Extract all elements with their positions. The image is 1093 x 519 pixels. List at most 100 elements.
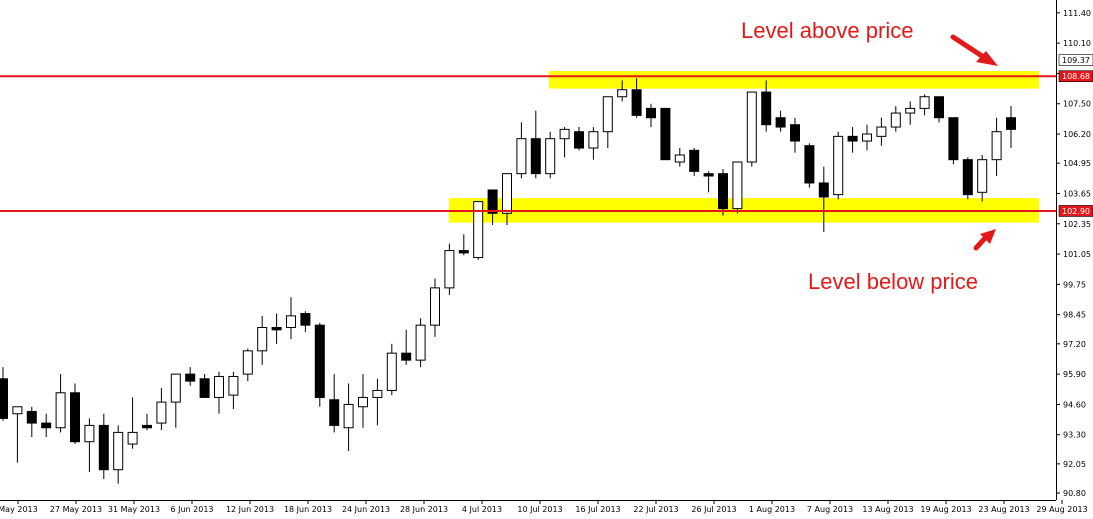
candle <box>156 388 167 431</box>
candle-body <box>314 324 325 398</box>
candle <box>430 278 440 337</box>
candle-body <box>876 126 887 137</box>
candle <box>790 117 800 153</box>
candle <box>660 107 671 161</box>
candle <box>127 397 138 449</box>
price-levels <box>0 75 1056 212</box>
y-tick-label: 104.95 <box>1063 159 1091 168</box>
candle <box>962 157 973 200</box>
candle <box>271 313 282 344</box>
arrow-above-shaft <box>950 34 988 61</box>
x-tick-label: 12 Jun 2013 <box>226 505 274 514</box>
candle <box>775 110 786 132</box>
candle-body <box>862 133 872 142</box>
candle <box>602 96 613 149</box>
y-tick-label: 99.75 <box>1063 280 1086 289</box>
candles <box>0 78 1016 484</box>
candle <box>530 110 541 179</box>
x-tick-label: 22 Jul 2013 <box>633 505 678 514</box>
candle <box>26 406 37 438</box>
candle <box>516 122 527 179</box>
candle <box>372 378 383 426</box>
candle <box>329 374 340 433</box>
candle <box>631 78 642 118</box>
candle <box>545 131 556 179</box>
candle-body <box>804 145 815 184</box>
price-level-tag-box <box>1058 205 1093 217</box>
candle <box>185 367 196 386</box>
candle-body <box>847 135 858 142</box>
candle-body <box>905 107 916 114</box>
y-tick-label: 90.80 <box>1063 489 1086 498</box>
x-tick-label: 18 Jun 2013 <box>284 505 332 514</box>
arrow-below-icon <box>980 229 996 244</box>
y-tick-label: 101.05 <box>1063 250 1091 259</box>
candle-body <box>646 107 656 119</box>
candle <box>646 103 656 128</box>
candle <box>876 117 887 146</box>
candle-body <box>70 392 80 443</box>
candle <box>170 373 181 428</box>
price-level-tag-label: 102.90 <box>1062 207 1090 216</box>
x-tick-label: 23 Aug 2013 <box>978 505 1029 514</box>
candle-body <box>962 159 973 196</box>
candle <box>12 406 23 463</box>
candle-body <box>271 327 282 331</box>
candle <box>862 124 872 151</box>
y-tick-label: 97.20 <box>1063 340 1086 349</box>
candle-body <box>401 352 412 361</box>
x-tick-label: 13 Aug 2013 <box>862 505 913 514</box>
candle-body <box>26 410 37 424</box>
candle-body <box>530 138 541 175</box>
candle-body <box>0 378 8 419</box>
x-tick-label: 27 May 2013 <box>50 505 102 514</box>
y-tick-label: 102.35 <box>1063 220 1091 229</box>
candle-body <box>761 91 772 126</box>
candle-body <box>228 375 239 396</box>
x-tick-label: 4 Jul 2013 <box>462 505 502 514</box>
candle <box>458 234 469 256</box>
x-tick-label: 24 Jun 2013 <box>342 505 390 514</box>
annotations: Level above price Level below price <box>741 18 998 294</box>
x-tick-label: 19 Aug 2013 <box>920 505 971 514</box>
price-level-tag-box <box>1058 70 1093 83</box>
candle-body <box>473 201 484 259</box>
candle <box>300 311 311 333</box>
candle <box>905 101 916 125</box>
candle <box>761 80 772 132</box>
y-tick-label: 94.60 <box>1063 400 1086 409</box>
candle <box>732 161 743 214</box>
candle-body <box>41 422 52 429</box>
candle-body <box>991 131 1002 161</box>
candle-body <box>430 287 440 326</box>
candle-body <box>631 89 642 116</box>
candle-body <box>934 96 944 119</box>
candle-body <box>602 96 613 133</box>
candle <box>718 168 728 216</box>
candle-body <box>790 124 800 142</box>
candle-body <box>444 250 455 289</box>
candle <box>804 143 815 188</box>
candle-body <box>674 154 685 163</box>
y-tick-label: 106.20 <box>1063 130 1091 139</box>
candle-body <box>977 159 988 193</box>
candle-body <box>343 403 354 429</box>
candle <box>228 371 239 410</box>
candle-body <box>329 399 340 426</box>
y-tick-label: 95.90 <box>1063 370 1086 379</box>
candle <box>386 343 397 396</box>
candle-body <box>775 117 786 128</box>
candle-body <box>142 424 152 429</box>
candle-body <box>588 131 599 149</box>
candle-body <box>487 189 498 214</box>
candle-body <box>242 350 253 375</box>
candle-body <box>718 173 728 210</box>
candle-body <box>545 138 556 175</box>
candle <box>1006 106 1016 149</box>
candle <box>401 329 412 365</box>
candle <box>991 117 1002 176</box>
candle-body <box>113 431 124 471</box>
y-tick-label: 103.65 <box>1063 189 1091 198</box>
candle <box>934 96 944 123</box>
